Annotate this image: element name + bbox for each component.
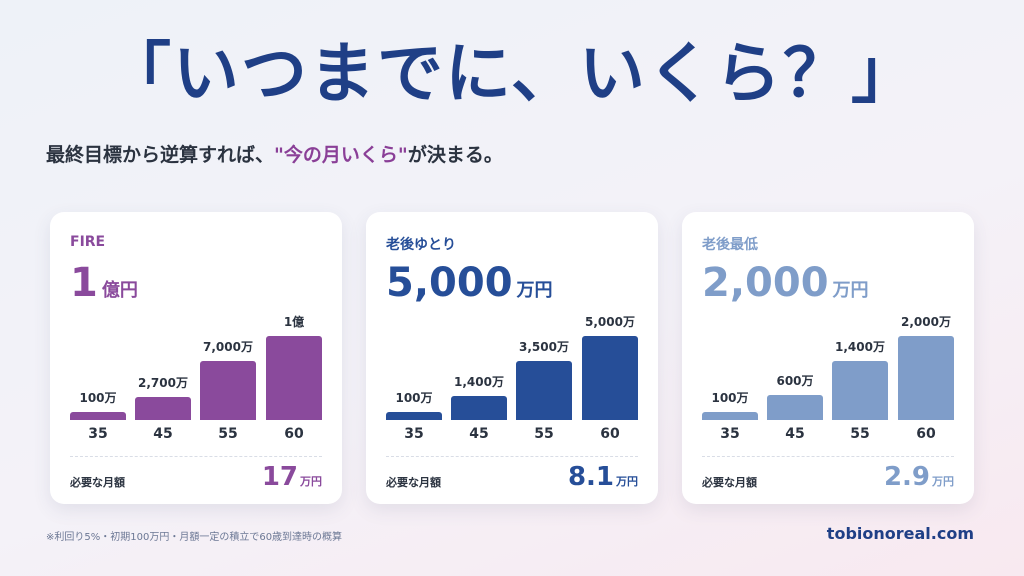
bar-value-label: 2,000万 <box>901 315 951 329</box>
bar <box>898 336 954 420</box>
age-label: 35 <box>404 426 424 442</box>
monthly-value: 2.9 万円 <box>884 462 954 492</box>
monthly-value: 8.1 万円 <box>568 462 638 492</box>
bar-value-label: 100万 <box>711 391 749 405</box>
card-amount-number: 1 <box>70 260 98 306</box>
card-title: FIRE <box>70 234 106 250</box>
age-label: 45 <box>469 426 489 442</box>
bar <box>135 397 191 420</box>
age-label: 45 <box>153 426 173 442</box>
bar-column: 5,000万 <box>582 312 638 420</box>
age-axis: 35 45 55 60 <box>702 426 954 446</box>
age-label: 60 <box>916 426 936 442</box>
age-label: 55 <box>850 426 870 442</box>
divider <box>702 456 954 457</box>
bar-chart: 100万 600万 1,400万 2,000万 <box>702 312 954 420</box>
bar <box>386 412 442 420</box>
subtitle-highlight: "今の月いくら" <box>274 144 408 166</box>
age-label: 60 <box>284 426 304 442</box>
divider <box>386 456 638 457</box>
age-label: 60 <box>600 426 620 442</box>
age-label: 55 <box>534 426 554 442</box>
headline: 「いつまでに、いくら？」 <box>104 35 920 112</box>
goal-card-fire: FIRE 1 億円 100万 2,700万 7,000万 1億 35 45 55 60 … <box>50 212 342 504</box>
subtitle-tail: が決まる。 <box>407 144 503 166</box>
divider <box>70 456 322 457</box>
bar <box>516 361 572 420</box>
bar-chart: 100万 1,400万 3,500万 5,000万 <box>386 312 638 420</box>
bar-column: 100万 <box>386 388 442 420</box>
monthly-label: 必要な月額 <box>702 476 757 489</box>
bar-value-label: 5,000万 <box>585 315 635 329</box>
bar-column: 2,700万 <box>135 373 191 420</box>
bar <box>702 412 758 420</box>
bar-chart: 100万 2,700万 7,000万 1億 <box>70 312 322 420</box>
monthly-number: 17 <box>261 462 298 492</box>
bar-column: 2,000万 <box>898 312 954 420</box>
subtitle: 最終目標から逆算すれば、"今の月いくら"が決まる。 <box>46 140 503 167</box>
age-axis: 35 45 55 60 <box>386 426 638 446</box>
bar-value-label: 100万 <box>79 391 117 405</box>
monthly-unit: 万円 <box>300 475 322 488</box>
age-label: 45 <box>785 426 805 442</box>
monthly-unit: 万円 <box>932 475 954 488</box>
bar-column: 600万 <box>767 371 823 420</box>
bar-value-label: 7,000万 <box>203 340 253 354</box>
monthly-number: 2.9 <box>883 462 930 492</box>
subtitle-lead: 最終目標から逆算すれば、 <box>46 144 275 166</box>
card-amount-unit: 億円 <box>101 280 138 301</box>
age-label: 35 <box>720 426 740 442</box>
goal-card-minimum-retirement: 老後最低 2,000 万円 100万 600万 1,400万 2,000万 35 45 … <box>682 212 974 504</box>
bar-value-label: 100万 <box>395 391 433 405</box>
age-axis: 35 45 55 60 <box>70 426 322 446</box>
bar-value-label: 1,400万 <box>835 340 885 354</box>
card-amount-unit: 万円 <box>516 280 553 301</box>
bar <box>832 361 888 420</box>
bar <box>200 361 256 420</box>
bar-value-label: 1億 <box>283 315 305 329</box>
bar-column: 1億 <box>266 312 322 420</box>
bar-value-label: 2,700万 <box>138 376 188 390</box>
card-amount: 5,000 万円 <box>386 260 553 306</box>
bar-column: 7,000万 <box>200 337 256 420</box>
bar-value-label: 600万 <box>776 374 814 388</box>
bar <box>582 336 638 420</box>
card-amount-unit: 万円 <box>832 280 869 301</box>
monthly-number: 8.1 <box>567 462 614 492</box>
card-amount-number: 5,000 <box>386 260 513 306</box>
monthly-value: 17 万円 <box>262 462 322 492</box>
bar-column: 1,400万 <box>451 372 507 420</box>
bar-column: 100万 <box>702 388 758 420</box>
bar-value-label: 1,400万 <box>454 375 504 389</box>
site-url: tobionoreal.com <box>826 524 974 543</box>
bar <box>767 395 823 420</box>
monthly-label: 必要な月額 <box>386 476 441 489</box>
bar <box>266 336 322 420</box>
card-amount-number: 2,000 <box>702 260 829 306</box>
bar-value-label: 3,500万 <box>519 340 569 354</box>
bar-column: 1,400万 <box>832 337 888 420</box>
bar-column: 3,500万 <box>516 337 572 420</box>
monthly-unit: 万円 <box>616 475 638 488</box>
age-label: 55 <box>218 426 238 442</box>
goal-card-comfortable-retirement: 老後ゆとり 5,000 万円 100万 1,400万 3,500万 5,000万 35 … <box>366 212 658 504</box>
card-title: 老後ゆとり <box>386 237 456 253</box>
monthly-label: 必要な月額 <box>70 476 125 489</box>
card-amount: 1 億円 <box>70 260 138 306</box>
footnote: ※利回り5%・初期100万円・月額一定の積立で60歳到達時の概算 <box>46 532 343 543</box>
bar-column: 100万 <box>70 388 126 420</box>
bar <box>451 396 507 420</box>
card-title: 老後最低 <box>702 237 758 253</box>
bar <box>70 412 126 420</box>
age-label: 35 <box>88 426 108 442</box>
card-amount: 2,000 万円 <box>702 260 869 306</box>
